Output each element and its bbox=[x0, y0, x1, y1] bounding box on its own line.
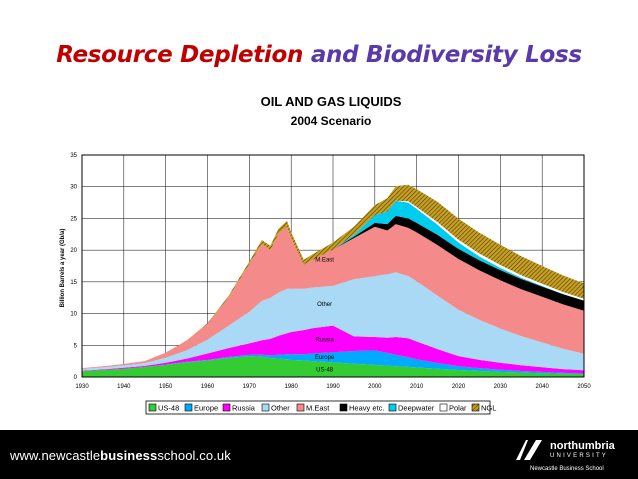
legend-label-us-48: US-48 bbox=[158, 404, 179, 413]
plot-frame bbox=[81, 154, 585, 378]
x-tick-label-1950: 1950 bbox=[159, 384, 173, 390]
legend-swatch-russia bbox=[222, 403, 231, 412]
footer-website-link[interactable]: www.newcastlebusinessschool.co.uk bbox=[10, 448, 231, 463]
area-series bbox=[82, 184, 584, 377]
logo-mark-icon bbox=[516, 440, 542, 460]
logo-university: UNIVERSITY bbox=[550, 453, 609, 459]
plot-border bbox=[81, 154, 585, 378]
y-axis-label: Billion Barrels a year (Gb/a) bbox=[60, 229, 66, 308]
legend-label-m-east: M.East bbox=[306, 404, 330, 413]
annotations: M.East Other Russia Europe US-48 bbox=[315, 258, 335, 374]
area-deepwater bbox=[82, 200, 584, 369]
y-tick-label-20: 20 bbox=[70, 248, 77, 254]
x-tick-label-2050: 2050 bbox=[577, 384, 591, 390]
oil-gas-liquids-chart: OIL AND GAS LIQUIDS 2004 Scenario Billio… bbox=[60, 94, 591, 415]
legend-swatch-polar bbox=[439, 403, 448, 412]
legend-label-other: Other bbox=[271, 404, 290, 413]
y-tick-label-5: 5 bbox=[74, 343, 78, 349]
area-heavy-etc- bbox=[82, 215, 584, 369]
annotation-europe: Europe bbox=[315, 355, 335, 361]
legend: US-48 Europe Russia Other M.East Heavy etc. De… bbox=[145, 400, 496, 415]
slide-title-part1: Resource Depletion bbox=[56, 42, 304, 68]
footer-url-bold: business bbox=[100, 448, 158, 463]
x-tick-label-2010: 2010 bbox=[410, 384, 424, 390]
legend-box bbox=[145, 400, 491, 415]
x-tick-label-1990: 1990 bbox=[326, 384, 340, 390]
x-tick-label-2000: 2000 bbox=[368, 384, 382, 390]
legend-label-europe: Europe bbox=[194, 404, 218, 413]
area-m-east bbox=[82, 224, 584, 369]
legend-swatch-europe bbox=[184, 403, 193, 412]
legend-label-russia: Russia bbox=[232, 404, 256, 413]
chart-subtitle: 2004 Scenario bbox=[291, 114, 372, 128]
x-tick-label-1960: 1960 bbox=[201, 384, 215, 390]
area-us-48 bbox=[82, 356, 584, 377]
annotation-m-east: M.East bbox=[315, 258, 334, 264]
x-tick-label-1930: 1930 bbox=[75, 384, 89, 390]
legend-swatch-deepwater bbox=[388, 403, 397, 412]
area-other bbox=[82, 272, 584, 371]
y-tick-label-15: 15 bbox=[70, 280, 77, 286]
legend-swatch-ngl bbox=[471, 403, 480, 412]
area-russia bbox=[82, 325, 584, 374]
y-tick-label-0: 0 bbox=[74, 375, 78, 381]
chart-title: OIL AND GAS LIQUIDS bbox=[261, 94, 402, 109]
annotation-other: Other bbox=[317, 302, 332, 308]
annotation-russia: Russia bbox=[315, 337, 334, 343]
northumbria-logo: northumbria UNIVERSITY Newcastle Busines… bbox=[512, 436, 632, 476]
area-ngl bbox=[82, 184, 584, 369]
annotation-us-48: US-48 bbox=[316, 367, 334, 373]
slide-title: Resource Depletion and Biodiversity Loss bbox=[0, 42, 638, 68]
legend-label-ngl: NGL bbox=[481, 404, 496, 413]
footer-bar: www.newcastlebusinessschool.co.uk northu… bbox=[0, 430, 638, 479]
y-tick-label-35: 35 bbox=[70, 153, 77, 159]
axis-ticks: 1930 1940 1950 1960 1970 1980 1990 2000 2010 2020… bbox=[70, 153, 591, 390]
legend-swatch-m-east bbox=[296, 403, 305, 412]
y-tick-label-30: 30 bbox=[70, 185, 77, 191]
area-europe bbox=[82, 350, 584, 375]
legend-label-heavy-etc-: Heavy etc. bbox=[349, 404, 384, 413]
logo-school: Newcastle Business School bbox=[530, 466, 604, 472]
legend-swatch-heavy-etc- bbox=[339, 403, 348, 412]
legend-label-polar: Polar bbox=[449, 404, 467, 413]
x-tick-label-2030: 2030 bbox=[494, 384, 508, 390]
y-tick-label-10: 10 bbox=[70, 312, 77, 318]
slide-title-part2: and Biodiversity Loss bbox=[310, 42, 582, 68]
legend-swatch-other bbox=[261, 403, 270, 412]
x-tick-label-2020: 2020 bbox=[452, 384, 466, 390]
legend-label-deepwater: Deepwater bbox=[398, 404, 435, 413]
x-tick-label-1970: 1970 bbox=[243, 384, 257, 390]
x-tick-label-1940: 1940 bbox=[117, 384, 131, 390]
y-tick-label-25: 25 bbox=[70, 216, 77, 222]
legend-swatch-us-48 bbox=[148, 403, 157, 412]
x-tick-label-2040: 2040 bbox=[535, 384, 549, 390]
x-tick-label-1980: 1980 bbox=[284, 384, 298, 390]
footer-url-prefix: www.newcastle bbox=[10, 448, 101, 463]
footer-url-suffix: school.co.uk bbox=[157, 448, 231, 463]
logo-name: northumbria bbox=[550, 440, 615, 452]
